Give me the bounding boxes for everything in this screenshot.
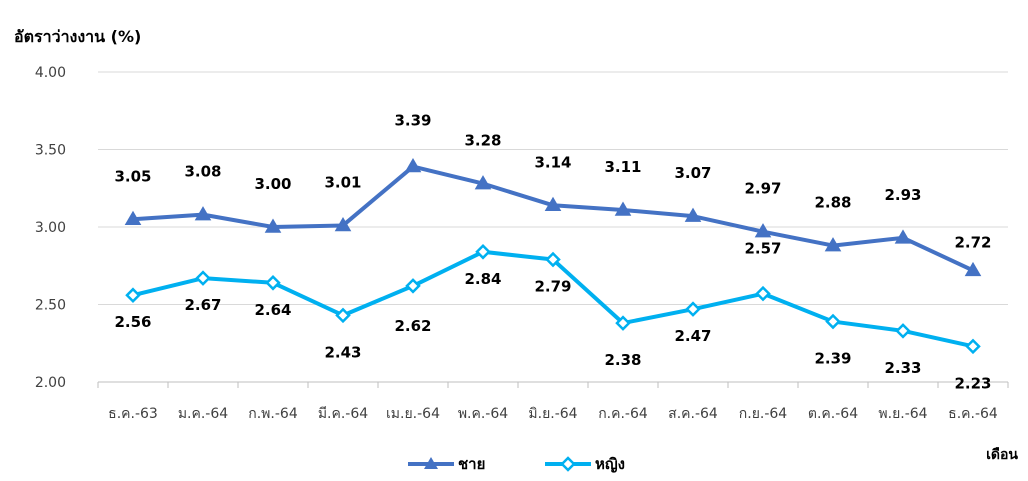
data-point [544, 196, 562, 212]
gridlines [97, 71, 1009, 388]
data-label: 3.01 [324, 173, 361, 191]
data-point [335, 307, 351, 324]
y-tick-label: 2.00 [35, 375, 66, 391]
data-label: 2.72 [954, 233, 991, 251]
data-label: 2.67 [184, 296, 221, 314]
x-tick-label: ธ.ค.-63 [108, 406, 158, 422]
data-point [825, 313, 841, 330]
data-point [194, 206, 212, 221]
legend-label: หญิง [595, 455, 625, 473]
data-point [125, 287, 141, 303]
x-tick-label: เม.ย.-64 [386, 406, 440, 422]
y-tick-labels: 2.00 2.50 3.00 3.50 4.00 [35, 65, 66, 391]
data-point [405, 278, 421, 294]
data-label: 2.33 [884, 359, 921, 377]
data-label: 2.93 [884, 186, 921, 204]
legend-marker [560, 456, 576, 472]
data-point [965, 338, 981, 355]
data-label: 2.56 [114, 313, 151, 331]
data-label: 2.43 [324, 343, 361, 361]
data-label: 2.47 [674, 327, 711, 345]
series-lines [124, 158, 982, 355]
legend-marker [424, 457, 438, 469]
data-point [685, 301, 701, 317]
data-point [615, 315, 631, 331]
data-point [755, 285, 771, 302]
data-point [964, 261, 982, 277]
x-tick-label: ก.พ.-64 [248, 406, 298, 422]
data-labels: 3.05 3.08 3.00 3.01 3.39 3.28 3.14 3.11 3.07 2.97… [114, 112, 991, 393]
data-label: 3.11 [604, 158, 641, 176]
data-point [334, 216, 352, 232]
data-label: 3.28 [464, 132, 501, 150]
data-label: 3.05 [114, 167, 151, 185]
data-label: 3.08 [184, 163, 221, 181]
data-label: 3.39 [394, 112, 431, 130]
data-label: 2.38 [604, 351, 641, 369]
data-point [195, 270, 211, 286]
data-label: 2.79 [534, 278, 571, 296]
legend: ชาย หญิง [408, 455, 625, 473]
data-point [754, 223, 772, 238]
x-tick-label: มี.ค.-64 [318, 406, 368, 422]
x-tick-label: ก.ค.-64 [598, 406, 648, 422]
data-point [404, 158, 422, 173]
y-tick-label: 3.50 [35, 143, 66, 159]
data-point [475, 244, 491, 260]
y-tick-label: 3.00 [35, 220, 66, 236]
data-point [824, 237, 842, 252]
data-point [545, 251, 561, 268]
x-axis-label: เดือน [986, 447, 1018, 463]
data-point [124, 210, 142, 225]
data-label: 2.57 [744, 240, 781, 258]
x-tick-label: มิ.ย.-64 [528, 406, 577, 422]
data-label: 2.88 [814, 194, 851, 212]
data-point [684, 207, 702, 222]
legend-label: ชาย [458, 455, 485, 473]
x-tick-label: ธ.ค.-64 [948, 406, 998, 422]
data-label: 2.97 [744, 180, 781, 198]
x-tick-label: ต.ค.-64 [808, 406, 858, 422]
y-tick-label: 4.00 [35, 65, 66, 81]
data-point [894, 229, 912, 244]
y-tick-label: 2.50 [35, 298, 66, 314]
data-point [265, 275, 281, 291]
data-label: 2.23 [954, 374, 991, 392]
x-tick-label: พ.ย.-64 [878, 406, 927, 422]
data-label: 2.84 [464, 270, 501, 288]
data-point [264, 218, 282, 233]
data-label: 3.00 [254, 175, 291, 193]
data-point [895, 323, 911, 339]
data-label: 3.14 [534, 153, 571, 171]
data-label: 2.62 [394, 317, 431, 335]
data-label: 2.64 [254, 301, 291, 319]
x-tick-label: ก.ย.-64 [739, 406, 788, 422]
x-tick-labels: ธ.ค.-63 ม.ค.-64 ก.พ.-64 มี.ค.-64 เม.ย.-64 พ.ค… [108, 406, 998, 422]
y-axis-label: อัตราว่างงาน (%) [14, 27, 141, 46]
data-label: 2.39 [814, 350, 851, 368]
data-point [614, 201, 632, 216]
x-tick-label: ส.ค.-64 [668, 406, 718, 422]
x-tick-label: พ.ค.-64 [458, 406, 508, 422]
data-label: 3.07 [674, 164, 711, 182]
x-tick-label: ม.ค.-64 [178, 406, 228, 422]
data-point [474, 175, 492, 190]
